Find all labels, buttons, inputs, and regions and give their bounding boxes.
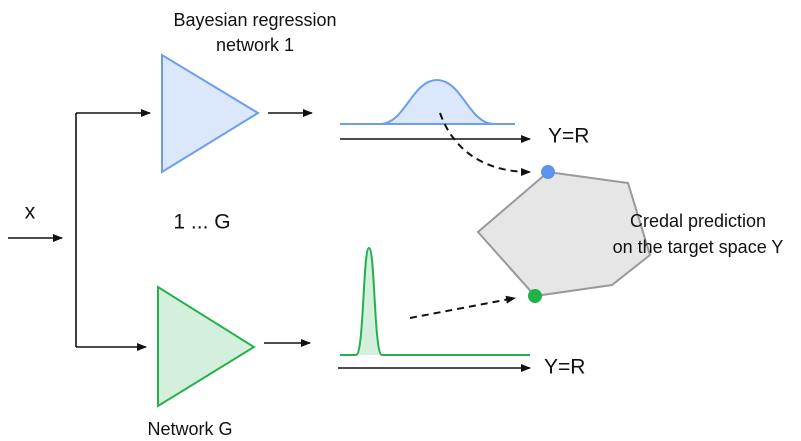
axis-label: Y=R <box>544 356 585 379</box>
network-1 <box>161 53 260 174</box>
node-label: 1 ... G <box>173 211 230 234</box>
dashed-arrow <box>409 295 516 319</box>
vertex-blue <box>541 165 555 179</box>
connectors <box>8 109 531 372</box>
node-label: network 1 <box>216 35 294 55</box>
network-g <box>157 285 256 408</box>
node-label: Bayesian regression <box>173 10 336 30</box>
node-label: Network G <box>147 419 232 439</box>
input-label: x <box>25 201 36 224</box>
axis-label: Y=R <box>548 125 589 148</box>
dashed-arrow <box>439 112 531 176</box>
credal-set <box>476 170 652 298</box>
gaussian-1 <box>340 78 515 125</box>
output-label: on the target space Y <box>613 237 784 257</box>
vertex-green <box>528 289 542 303</box>
gaussian-g <box>340 246 530 356</box>
output-label: Credal prediction <box>630 211 766 231</box>
